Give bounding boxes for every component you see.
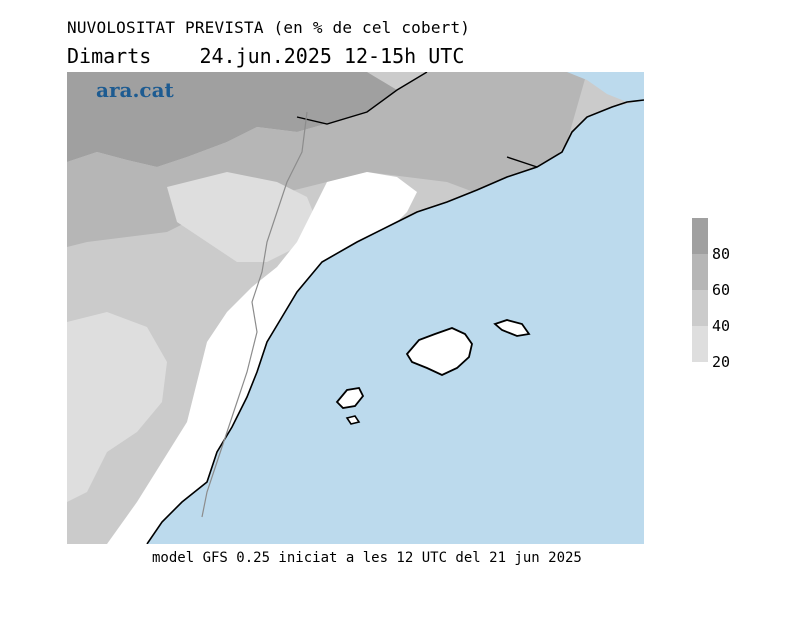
- cloud-zone-20-north: [167, 172, 317, 262]
- legend-label-40: 40: [712, 317, 731, 335]
- mallorca-island: [405, 327, 473, 376]
- menorca-island: [493, 319, 531, 337]
- forecast-hours: 12-15h UTC: [343, 44, 465, 68]
- coastline: [146, 99, 644, 544]
- legend-swatch-40: [692, 290, 708, 326]
- cloud-cover-map: [67, 72, 644, 544]
- cloud-zone-80: [67, 72, 397, 167]
- model-info-footer: model GFS 0.25 iniciat a les 12 UTC del …: [152, 550, 582, 566]
- legend-swatch-60: [692, 254, 708, 290]
- cloud-cover-legend: [692, 218, 708, 362]
- national-border: [296, 72, 538, 168]
- formentera-island: [345, 415, 361, 425]
- legend-swatch-20: [692, 326, 708, 362]
- forecast-day: Dimarts: [67, 44, 152, 68]
- ara-cat-logo: ara.cat: [96, 78, 174, 102]
- legend-swatch-80: [692, 218, 708, 254]
- legend-label-20: 20: [712, 353, 731, 371]
- ibiza-island: [335, 387, 365, 409]
- sea: [147, 72, 644, 544]
- legend-label-80: 80: [712, 245, 731, 263]
- forecast-subtitle: Dimarts 24.jun.2025 12-15h UTC: [67, 44, 464, 68]
- regional-border: [201, 111, 308, 518]
- forecast-date: 24.jun.2025: [199, 44, 332, 68]
- map-title: NUVOLOSITAT PREVISTA (en % de cel cobert…: [67, 18, 471, 37]
- cloud-zone-20-south: [67, 312, 167, 502]
- legend-label-60: 60: [712, 281, 731, 299]
